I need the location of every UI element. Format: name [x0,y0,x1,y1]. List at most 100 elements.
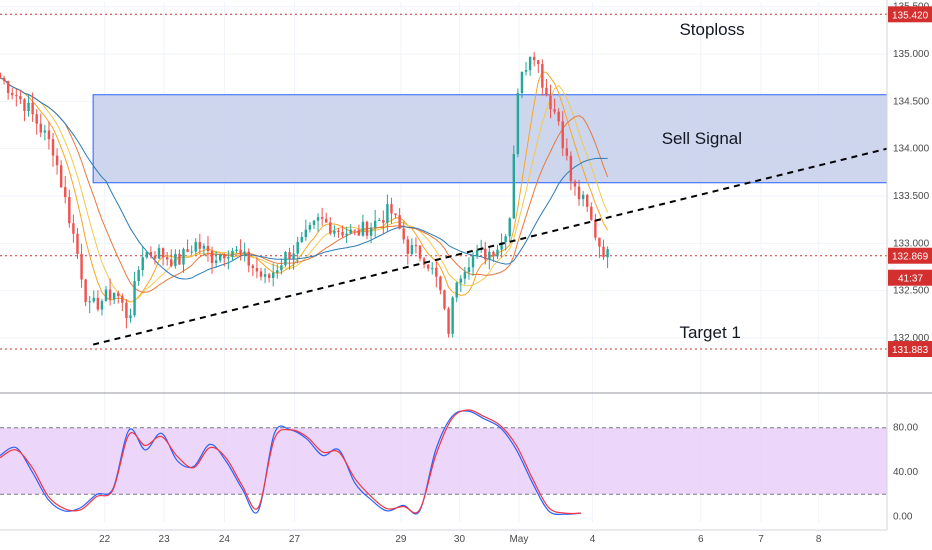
candle-body [170,259,173,267]
candle-body [157,248,161,259]
candle-body [557,111,560,122]
countdown-tag [888,269,932,286]
candle-body [435,267,438,277]
candle-body [198,242,202,249]
candle-body [512,153,516,219]
candle-body [426,264,430,269]
candle-body [145,251,149,258]
candle-body [271,272,275,278]
time-tick-label: 4 [590,534,596,545]
candle-body [267,274,271,278]
candle-body [484,248,487,260]
candle-body [471,256,475,268]
oscillator-band [0,427,887,495]
price-tag-label: 132.869 [892,252,929,263]
candle-body [439,276,442,291]
candle-body [333,230,336,234]
candle-body [508,218,511,237]
candle-body [569,155,573,182]
candle-body [500,242,503,250]
candle-body [243,251,246,254]
candle-body [337,230,340,232]
candle-body [149,251,153,256]
candle-body [585,194,589,207]
candle-body [206,245,210,251]
candle-body [231,250,234,257]
candle-body [137,270,140,282]
moving-average-line [0,77,608,280]
chart-annotation: Target 1 [679,323,740,342]
candle-body [27,102,30,111]
candle-body [455,282,458,298]
time-tick-label: 30 [454,534,466,545]
price-tick-label: 132.500 [893,286,930,297]
candle-body [459,278,463,283]
candle-body [80,253,83,280]
candle-body [394,213,397,216]
candle-body [520,71,524,93]
candle-body [100,301,104,310]
candle-body [39,123,42,133]
candle-body [92,297,96,302]
candle-body [72,223,75,234]
time-tick-label: 24 [219,534,231,545]
candle-body [76,233,79,254]
candle-body [88,301,91,303]
oscillator-grid [0,427,887,495]
candle-body [524,70,528,72]
zone-rect [92,94,888,184]
candle-body [129,315,132,319]
price-tag-label: 131.883 [892,345,929,356]
candle-body [325,218,328,223]
candle-body [447,308,450,334]
candle-body [365,221,369,236]
time-tick-label: May [509,534,528,545]
candle-body [320,217,324,219]
candle-body [112,292,116,300]
time-tick-label: 7 [758,534,764,545]
candle-body [19,96,22,100]
candle-body [398,215,401,229]
candle-body [251,265,255,269]
candle-body [125,302,128,319]
time-tick-label: 23 [159,534,171,545]
moving-average-line [0,71,609,303]
trendline [92,147,888,346]
candle-body [353,229,356,231]
candle-body [182,249,185,265]
candle-body [492,251,495,257]
candle-body [496,249,499,257]
candle-body [467,267,471,273]
candle-body [153,255,157,259]
candle-body [31,102,34,115]
price-tick-label: 133.500 [893,191,930,202]
candle-body [606,249,609,258]
candle-body [178,253,181,265]
candle-body [422,258,426,265]
candle-body [280,265,283,271]
countdown-label: 41:37 [898,274,923,285]
candle-body [541,64,544,88]
oscillator-tick-label: 80.00 [893,423,918,434]
candle-body [300,236,303,242]
candle-body [2,77,6,82]
candle-body [549,95,552,110]
candle-body [418,245,422,259]
time-axis[interactable]: 22 23 24 27 29 30 May 4 6 7 8 [99,534,822,545]
candle-body [431,267,434,269]
candle-body [402,228,405,240]
candle-body [349,229,352,234]
candle-body [6,81,10,93]
price-tag [888,247,932,264]
candle-body [104,289,108,302]
oscillator-tick-label: 0.00 [893,511,913,522]
oscillator-line [0,409,582,515]
candle-body [312,220,316,225]
price-axis[interactable]: 135.500135.000134.500134.000133.500133.0… [888,2,932,523]
candle-body [247,251,250,266]
candle-body [59,165,63,188]
time-tick-label: 29 [395,534,407,545]
candle-body [117,292,120,297]
candle-body [227,256,230,259]
